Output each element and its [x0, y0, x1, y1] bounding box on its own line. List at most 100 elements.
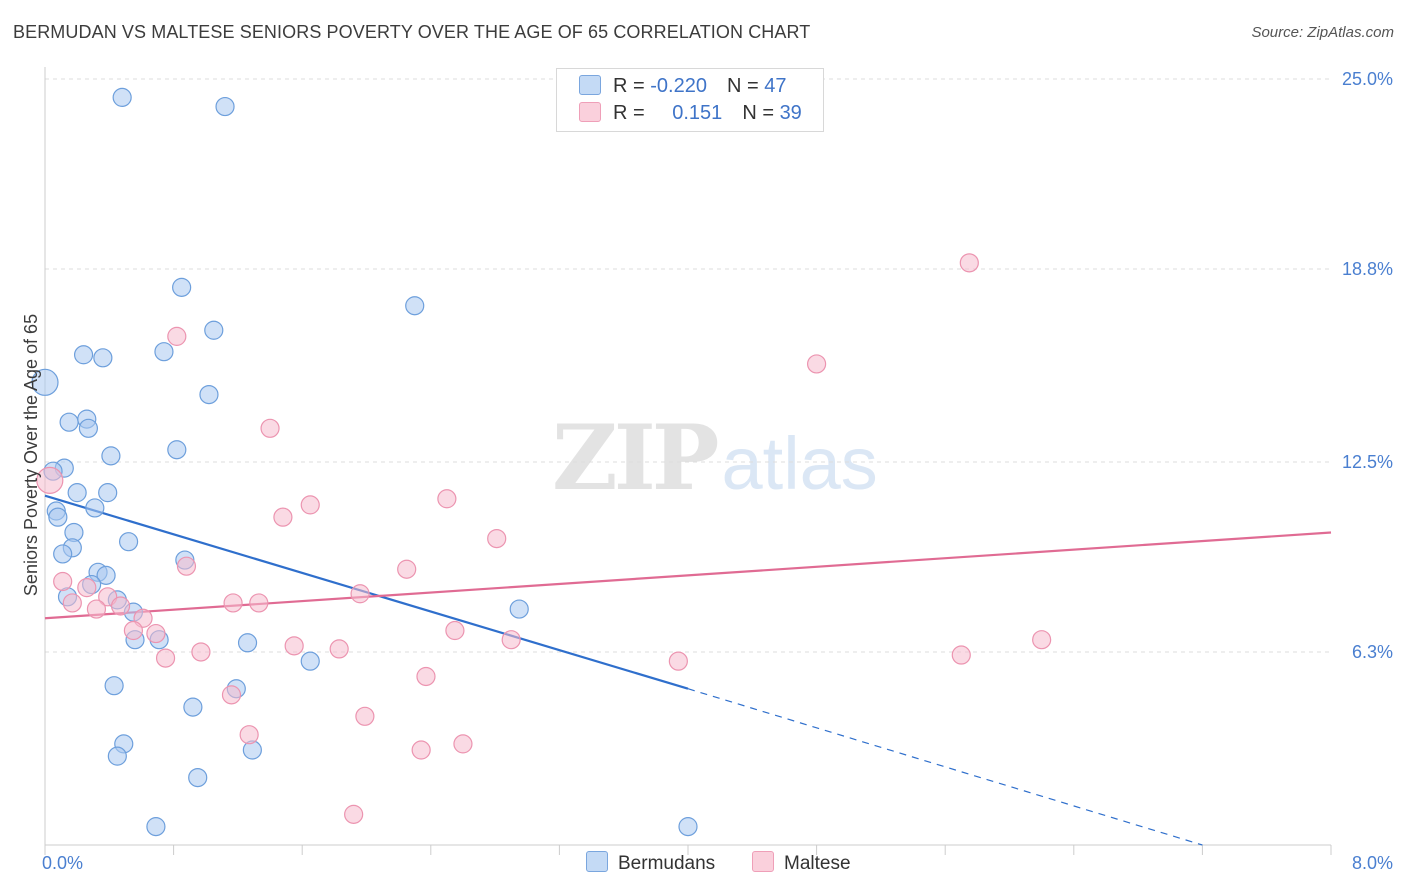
- bermudan-point: [509, 599, 529, 619]
- bottom-legend-swatch-maltese: [752, 851, 774, 872]
- maltese-point: [77, 578, 97, 598]
- bermudan-trend-extension: [687, 688, 1203, 846]
- maltese-point: [239, 725, 259, 745]
- maltese-point: [284, 636, 304, 656]
- r-value: 0.151: [672, 102, 723, 124]
- maltese-point: [123, 620, 144, 641]
- bottom-legend-label-maltese: Maltese: [784, 853, 851, 874]
- bermudan-point: [104, 676, 124, 696]
- bermudan-point: [96, 565, 116, 585]
- r-value: -0.220: [650, 75, 707, 97]
- maltese-point: [329, 639, 349, 659]
- tick-labels: 6.3% 12.5% 18.8% 25.0% 0.0% 8.0% Seniors Pover…: [21, 69, 1393, 873]
- bermudan-point: [48, 507, 68, 527]
- bermudan-point: [167, 440, 187, 460]
- bermudan-point: [73, 345, 94, 365]
- legend-swatch-bermudans: [579, 75, 601, 95]
- maltese-point: [273, 507, 293, 527]
- maltese-point: [411, 740, 431, 760]
- maltese-point: [350, 584, 370, 604]
- bermudan-point: [112, 87, 132, 107]
- bermudan-point: [31, 368, 59, 396]
- n-value: 47: [764, 75, 787, 97]
- grid-lines: [45, 78, 1331, 653]
- x-tick-label: 8.0%: [1352, 853, 1393, 873]
- maltese-point: [959, 253, 979, 273]
- n-label: N =: [742, 102, 780, 124]
- maltese-point: [146, 623, 166, 644]
- y-tick-label: 6.3%: [1352, 642, 1393, 662]
- n-value: 39: [779, 102, 802, 124]
- maltese-point: [445, 620, 465, 641]
- maltese-point: [191, 642, 211, 662]
- y-tick-label: 18.8%: [1342, 259, 1393, 279]
- bermudan-point: [154, 342, 174, 362]
- maltese-point: [1032, 630, 1052, 650]
- bermudan-point: [78, 418, 99, 438]
- bermudan-point: [118, 532, 139, 552]
- bermudan-point: [146, 817, 166, 837]
- bermudan-point: [107, 746, 127, 766]
- maltese-point: [501, 630, 521, 650]
- bottom-legend-label-bermudans: Bermudans: [618, 853, 716, 874]
- maltese-point: [951, 645, 971, 665]
- maltese-point: [86, 599, 107, 619]
- maltese-point: [62, 593, 82, 613]
- maltese-point: [110, 596, 131, 616]
- source-label: Source: ZipAtlas.com: [1251, 24, 1394, 41]
- y-tick-label: 25.0%: [1342, 69, 1393, 89]
- y-tick-label: 12.5%: [1342, 452, 1393, 472]
- bermudan-point: [300, 651, 320, 671]
- x-tick-label: 0.0%: [42, 853, 83, 873]
- bermudan-point: [199, 384, 219, 405]
- maltese-point: [397, 559, 417, 579]
- bottom-legend-swatch-bermudans: [586, 851, 608, 872]
- maltese-point: [221, 685, 242, 705]
- data-points: [31, 87, 1052, 837]
- bottom-legend-maltese: Maltese: [752, 851, 851, 875]
- bermudan-point: [204, 320, 224, 340]
- maltese-point: [249, 593, 269, 613]
- stats-legend: R = -0.220 N = 47 R = 0.151 N = 39: [556, 68, 824, 132]
- bermudan-point: [85, 498, 105, 518]
- r-label: R =: [613, 102, 651, 124]
- maltese-point: [453, 734, 473, 754]
- bermudan-point: [678, 817, 698, 837]
- bermudan-point: [237, 633, 258, 653]
- maltese-point: [355, 706, 375, 726]
- maltese-point: [260, 418, 280, 438]
- maltese-point: [167, 326, 187, 346]
- r-label: R =: [613, 75, 651, 97]
- bermudan-point: [53, 544, 73, 564]
- legend-row-maltese: R = 0.151 N = 39: [579, 102, 802, 128]
- bermudan-point: [183, 697, 203, 717]
- bermudan-point: [188, 767, 208, 788]
- maltese-point: [344, 804, 364, 824]
- n-label: N =: [726, 75, 765, 97]
- maltese-point: [36, 466, 64, 494]
- maltese-point: [223, 593, 243, 613]
- maltese-point: [437, 489, 457, 509]
- bermudan-point: [59, 412, 79, 432]
- bermudan-point: [67, 483, 87, 503]
- bermudan-point: [101, 446, 121, 466]
- bermudan-point: [93, 348, 113, 368]
- maltese-point: [806, 354, 827, 374]
- maltese-point: [53, 571, 73, 592]
- maltese-point: [416, 666, 436, 687]
- y-axis-label: Seniors Poverty Over the Age of 65: [21, 314, 41, 596]
- maltese-point: [155, 648, 176, 668]
- axes: [44, 67, 1332, 855]
- bermudan-point: [215, 96, 235, 117]
- bermudan-point: [172, 277, 192, 297]
- maltese-point: [668, 651, 688, 671]
- bermudan-point: [405, 296, 425, 316]
- bermudan-point: [98, 483, 118, 503]
- maltese-point: [487, 528, 507, 549]
- chart-title: BERMUDAN VS MALTESE SENIORS POVERTY OVER…: [13, 22, 811, 42]
- legend-row-bermudans: R = -0.220 N = 47: [579, 75, 786, 101]
- legend-swatch-maltese: [579, 102, 601, 122]
- maltese-point: [176, 556, 197, 576]
- bottom-legend-bermudans: Bermudans: [586, 851, 715, 875]
